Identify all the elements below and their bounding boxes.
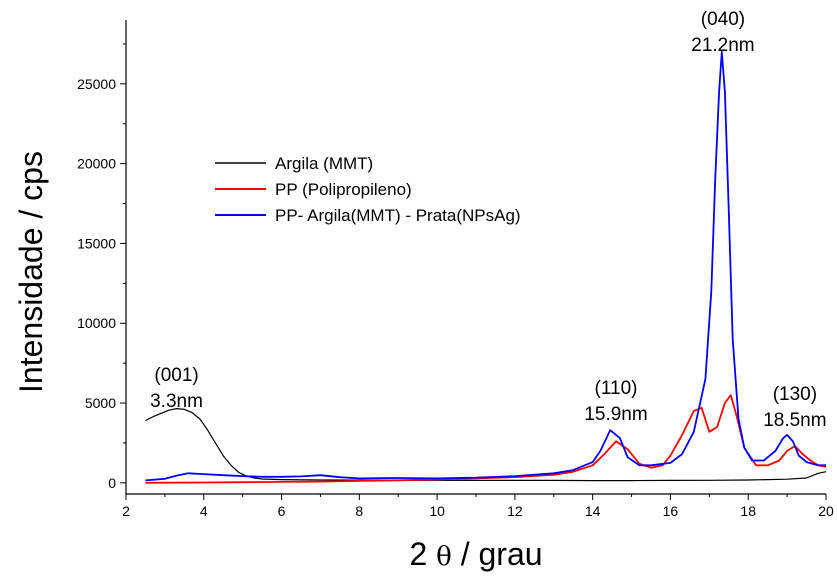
axes-layer: 2 4 6 8 10 12 14 16 18 20 0 5000 10000 15000 20000 2500… [77, 20, 834, 519]
x-tick-label: 6 [278, 503, 286, 519]
x-axis-title-prefix: 2 [409, 536, 436, 572]
annotation-ann-110: (110) 15.9nm [584, 378, 647, 425]
annotation-text: (001) [154, 365, 198, 386]
x-axis-title-suffix: / grau [452, 536, 543, 572]
series-line-1 [145, 394, 827, 484]
y-tick-label: 0 [108, 475, 116, 491]
legend-label-0: Argila (MMT) [275, 154, 373, 173]
annotation-layer: (001) 3.3nm (110) 15.9nm (040) 21.2nm (130) 18.… [150, 9, 826, 431]
x-tick-label: 2 [122, 503, 130, 519]
annotation-text: (040) [701, 9, 745, 30]
x-tick-label: 20 [818, 503, 834, 519]
series-line-2 [145, 51, 826, 482]
y-tick-label: 10000 [77, 315, 116, 331]
annotation-ann-130: (130) 18.5nm [763, 384, 826, 431]
y-tick-label: 20000 [77, 156, 116, 172]
y-axis-title: Intensidade / cps [13, 151, 49, 393]
annotation-text: 18.5nm [763, 410, 826, 431]
y-tick-label: 5000 [85, 395, 116, 411]
y-tick-label: 15000 [77, 235, 116, 251]
x-tick-label: 18 [740, 503, 756, 519]
x-axis-title: 2 θ / grau [409, 536, 542, 572]
x-tick-label: 4 [200, 503, 208, 519]
legend: Argila (MMT) PP (Polipropileno) PP- Argila… [215, 154, 521, 225]
x-tick-label: 10 [429, 503, 445, 519]
annotation-text: (110) [595, 378, 638, 399]
legend-label-1: PP (Polipropileno) [275, 180, 412, 199]
annotation-ann-040: (040) 21.2nm [691, 9, 754, 56]
annotation-ann-001: (001) 3.3nm [150, 365, 203, 412]
y-tick-label: 25000 [77, 76, 116, 92]
x-tick-label: 8 [355, 503, 363, 519]
x-axis-title-symbol: θ [436, 542, 452, 572]
series-layer [145, 51, 827, 484]
annotation-text: 3.3nm [150, 391, 203, 412]
annotation-text: (130) [773, 384, 817, 405]
series-line-0 [145, 408, 827, 482]
x-tick-label: 14 [585, 503, 601, 519]
x-tick-label: 16 [663, 503, 679, 519]
annotation-text: 15.9nm [584, 404, 647, 425]
annotation-text: 21.2nm [691, 35, 754, 56]
x-tick-label: 12 [507, 503, 523, 519]
legend-label-2: PP- Argila(MMT) - Prata(NPsAg) [275, 206, 521, 225]
